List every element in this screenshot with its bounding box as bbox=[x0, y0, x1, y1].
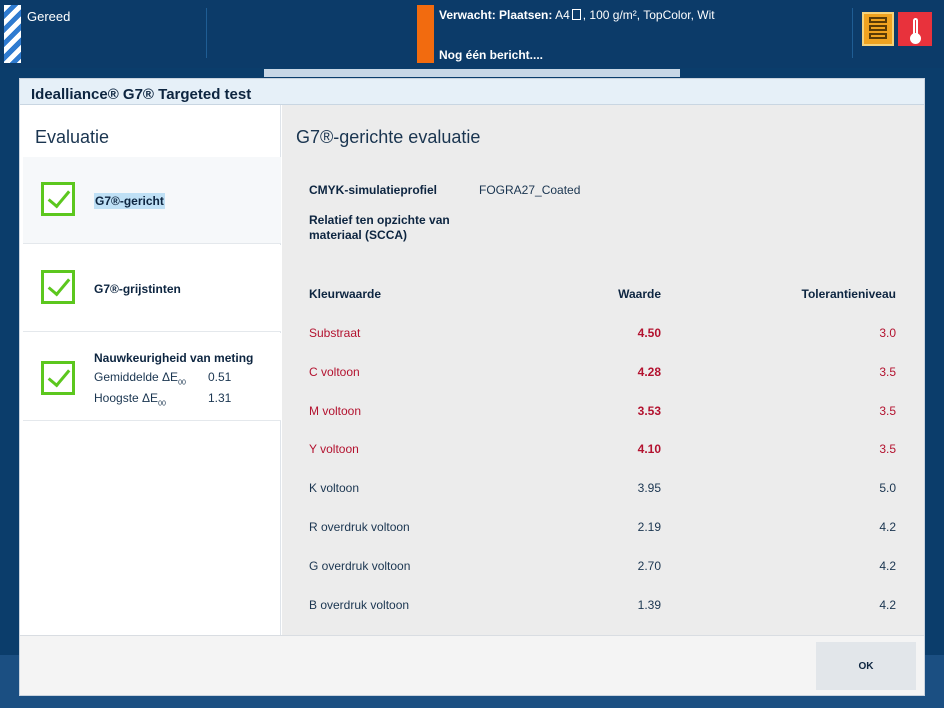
row-name: R overdruk voltoon bbox=[309, 520, 410, 534]
printer-status-label[interactable]: Gereed bbox=[27, 9, 71, 24]
table-row: C voltoon 4.28 3.5 bbox=[282, 365, 924, 385]
divider bbox=[852, 8, 853, 58]
table-row: M voltoon 3.53 3.5 bbox=[282, 404, 924, 424]
dialog-title-bar: Idealliance® G7® Targeted test bbox=[20, 79, 924, 105]
expected-size: A4 bbox=[555, 8, 570, 22]
expected-media: , 100 g/m², TopColor, Wit bbox=[582, 8, 715, 22]
average-delta-e-value: 0.51 bbox=[208, 370, 232, 384]
evaluation-item-g7-grayscale[interactable]: G7®-grijstinten bbox=[23, 245, 281, 332]
table-row: R overdruk voltoon 2.19 4.2 bbox=[282, 520, 924, 540]
g7-test-dialog: Idealliance® G7® Targeted test Evaluatie… bbox=[19, 78, 925, 696]
relative-label: Relatief ten opzichte van materiaal (SCC… bbox=[309, 213, 450, 242]
evaluation-item-label: G7®-gericht bbox=[94, 193, 165, 209]
table-row: G overdruk voltoon 2.70 4.2 bbox=[282, 559, 924, 579]
row-tolerance: 3.5 bbox=[879, 442, 896, 457]
message-notice[interactable]: Nog één bericht.... bbox=[439, 48, 544, 62]
row-value: 3.53 bbox=[637, 403, 661, 418]
background-panel bbox=[264, 69, 680, 77]
row-name: Y voltoon bbox=[309, 442, 359, 457]
evaluation-item-measurement-accuracy[interactable]: Nauwkeurigheid van meting Gemiddelde ΔE0… bbox=[23, 333, 281, 421]
status-bar: Gereed Verwacht: Plaatsen: A4 , 100 g/m²,… bbox=[0, 0, 944, 68]
row-tolerance: 3.0 bbox=[879, 326, 896, 340]
divider bbox=[206, 8, 207, 58]
average-delta-e-label: Gemiddelde ΔE00 bbox=[94, 370, 186, 387]
column-header-color: Kleurwaarde bbox=[309, 287, 382, 301]
table-row: K voltoon 3.95 5.0 bbox=[282, 481, 924, 501]
expected-job-info[interactable]: Verwacht: Plaatsen: A4 , 100 g/m², TopCol… bbox=[439, 8, 715, 22]
row-name: B overdruk voltoon bbox=[309, 597, 410, 612]
table-row: Substraat 4.50 3.0 bbox=[282, 326, 924, 346]
document-icon bbox=[571, 9, 581, 20]
row-value: 4.50 bbox=[637, 326, 661, 340]
evaluation-item-g7-targeted[interactable]: G7®-gericht bbox=[23, 157, 281, 244]
profile-label: CMYK-simulatieprofiel bbox=[309, 183, 438, 197]
check-icon bbox=[41, 361, 75, 395]
row-tolerance: 4.2 bbox=[879, 558, 896, 573]
row-name: C voltoon bbox=[309, 364, 360, 379]
evaluation-heading: Evaluatie bbox=[35, 127, 110, 147]
evaluation-item-label: Nauwkeurigheid van meting bbox=[94, 351, 254, 365]
row-value: 3.95 bbox=[637, 481, 661, 496]
ok-button[interactable]: OK bbox=[816, 642, 916, 690]
table-row: Y voltoon 4.10 3.5 bbox=[282, 442, 924, 462]
row-value: 1.39 bbox=[637, 597, 661, 612]
highest-delta-e-label: Hoogste ΔE00 bbox=[94, 391, 166, 408]
table-row: B overdruk voltoon 1.39 4.2 bbox=[282, 598, 924, 618]
row-tolerance: 3.5 bbox=[879, 364, 896, 379]
expected-label: Verwacht: Plaatsen: bbox=[439, 8, 553, 22]
printer-status-stripes bbox=[4, 5, 21, 63]
row-tolerance: 5.0 bbox=[879, 481, 896, 496]
row-tolerance: 3.5 bbox=[879, 403, 896, 418]
storage-icon[interactable] bbox=[862, 12, 894, 46]
row-name: G overdruk voltoon bbox=[309, 558, 411, 573]
column-header-value: Waarde bbox=[618, 287, 661, 301]
evaluation-details: G7®-gerichte evaluatie CMYK-simulatiepro… bbox=[282, 105, 924, 635]
evaluation-panel: Evaluatie G7®-gericht G7®-grijstinten Na… bbox=[23, 105, 281, 635]
details-heading: G7®-gerichte evaluatie bbox=[296, 127, 481, 147]
dialog-footer: OK bbox=[20, 635, 924, 695]
row-value: 4.28 bbox=[637, 364, 661, 379]
row-name: K voltoon bbox=[309, 481, 360, 496]
attention-indicator bbox=[417, 5, 434, 63]
check-icon bbox=[41, 270, 75, 304]
row-value: 2.19 bbox=[637, 520, 661, 534]
profile-value: FOGRA27_Coated bbox=[479, 183, 581, 197]
row-tolerance: 4.2 bbox=[879, 597, 896, 612]
row-value: 2.70 bbox=[637, 558, 661, 573]
evaluation-item-label: G7®-grijstinten bbox=[94, 282, 181, 296]
highest-delta-e-value: 1.31 bbox=[208, 391, 232, 405]
check-icon bbox=[41, 182, 75, 216]
row-name: Substraat bbox=[309, 326, 361, 340]
row-name: M voltoon bbox=[309, 403, 362, 418]
row-value: 4.10 bbox=[637, 442, 661, 457]
column-header-tolerance: Tolerantieniveau bbox=[801, 287, 896, 301]
row-tolerance: 4.2 bbox=[879, 520, 896, 534]
thermometer-icon[interactable] bbox=[898, 12, 932, 46]
dialog-title: Idealliance® G7® Targeted test bbox=[31, 86, 252, 103]
